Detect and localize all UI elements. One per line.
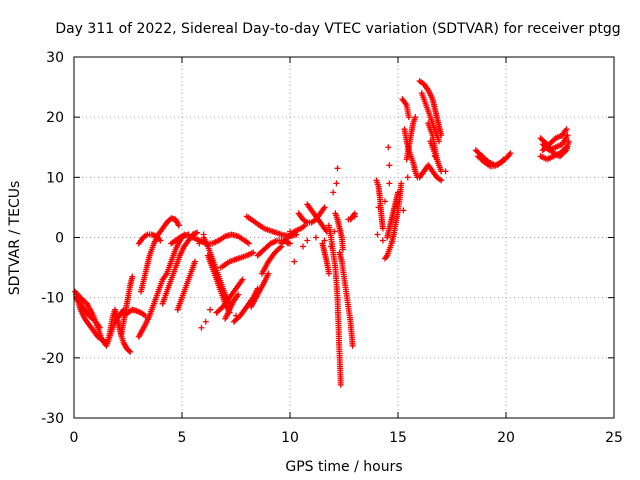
data-point bbox=[564, 132, 571, 139]
data-point bbox=[129, 273, 136, 280]
data-point bbox=[235, 291, 242, 298]
data-point bbox=[302, 222, 309, 229]
data-point bbox=[330, 189, 337, 196]
y-tick-label: -30 bbox=[41, 411, 64, 427]
data-point bbox=[312, 234, 319, 241]
data-point bbox=[349, 342, 356, 349]
data-point bbox=[412, 114, 419, 121]
data-point bbox=[328, 243, 335, 250]
data-point bbox=[194, 229, 201, 236]
data-point bbox=[563, 126, 570, 133]
y-tick-labels: -30 -20 -10 0 10 20 30 bbox=[41, 50, 64, 427]
data-point bbox=[198, 324, 205, 331]
y-tick-label: 0 bbox=[55, 231, 64, 247]
data-point bbox=[333, 180, 340, 187]
x-tick-label: 20 bbox=[497, 430, 515, 446]
x-tick-label: 0 bbox=[70, 430, 79, 446]
data-point bbox=[245, 240, 252, 247]
data-point bbox=[299, 243, 306, 250]
data-point bbox=[400, 207, 407, 214]
data-point bbox=[277, 244, 284, 251]
data-point bbox=[196, 240, 203, 247]
data-point bbox=[442, 168, 449, 175]
data-points bbox=[72, 78, 572, 388]
data-point bbox=[351, 213, 358, 220]
data-point bbox=[291, 258, 298, 265]
data-point bbox=[250, 249, 257, 256]
y-tick-label: -10 bbox=[41, 291, 64, 307]
x-axis-label: GPS time / hours bbox=[285, 459, 402, 475]
data-point bbox=[438, 177, 445, 184]
data-point bbox=[321, 204, 328, 211]
data-point bbox=[433, 156, 440, 163]
data-point bbox=[375, 204, 382, 211]
data-point bbox=[374, 231, 381, 238]
x-tick-label: 5 bbox=[178, 430, 187, 446]
data-point bbox=[191, 258, 198, 265]
data-point bbox=[325, 270, 332, 277]
data-point bbox=[500, 156, 507, 163]
data-point bbox=[175, 222, 182, 229]
data-point bbox=[431, 153, 438, 160]
data-point bbox=[284, 240, 291, 247]
data-point bbox=[404, 174, 411, 181]
data-point bbox=[321, 237, 328, 244]
data-point bbox=[382, 198, 389, 205]
data-point bbox=[103, 339, 110, 346]
plot-frame bbox=[73, 56, 615, 419]
data-point bbox=[436, 138, 443, 145]
data-point bbox=[563, 144, 570, 151]
data-point bbox=[207, 306, 214, 313]
data-point bbox=[339, 246, 346, 253]
data-point bbox=[96, 324, 103, 331]
data-point bbox=[265, 270, 272, 277]
data-point bbox=[379, 225, 386, 232]
data-point bbox=[386, 180, 393, 187]
x-tick-label: 15 bbox=[389, 430, 407, 446]
y-tick-label: 30 bbox=[46, 50, 64, 66]
data-point bbox=[202, 318, 209, 325]
data-point bbox=[379, 237, 386, 244]
y-axis-label: SDTVAR / TECUs bbox=[7, 181, 23, 296]
data-point bbox=[507, 150, 514, 157]
data-point bbox=[337, 381, 344, 388]
chart-title: Day 311 of 2022, Sidereal Day-to-day VTE… bbox=[55, 21, 620, 37]
data-point bbox=[287, 228, 293, 235]
data-point bbox=[304, 237, 311, 244]
x-tick-labels: 0 5 10 15 20 25 bbox=[70, 430, 623, 446]
data-point bbox=[157, 237, 164, 244]
data-point bbox=[127, 348, 134, 355]
y-tick-label: 20 bbox=[46, 110, 64, 126]
data-point bbox=[385, 144, 392, 151]
data-point bbox=[345, 216, 352, 223]
x-tick-label: 10 bbox=[281, 430, 299, 446]
data-point bbox=[386, 162, 393, 169]
data-point bbox=[405, 114, 412, 121]
y-tick-label: 10 bbox=[46, 170, 64, 186]
data-point bbox=[334, 165, 341, 172]
data-point bbox=[239, 276, 246, 283]
data-point bbox=[126, 347, 133, 354]
data-point bbox=[331, 228, 338, 235]
data-point bbox=[185, 231, 192, 238]
data-point bbox=[499, 157, 506, 164]
data-point bbox=[562, 145, 569, 152]
data-point bbox=[398, 180, 405, 187]
data-point bbox=[200, 231, 207, 238]
x-tick-label: 25 bbox=[605, 430, 623, 446]
data-point bbox=[395, 189, 401, 196]
data-point bbox=[233, 312, 239, 319]
y-tick-label: -20 bbox=[41, 351, 64, 367]
